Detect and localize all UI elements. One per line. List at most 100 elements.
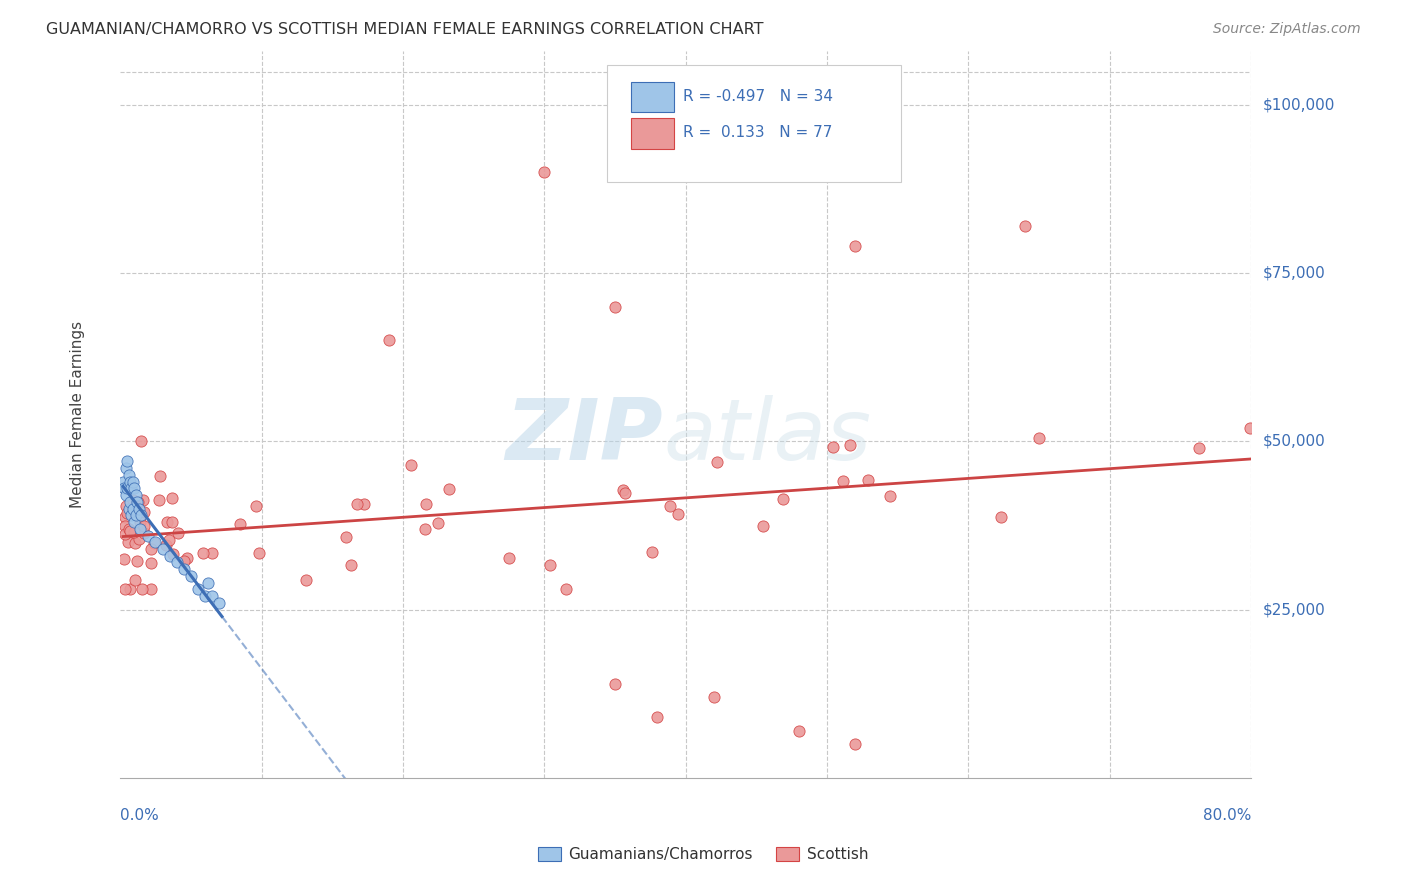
Point: [427, 516, 450, 530]
Point: [115, 506, 138, 520]
Point: [173, 554, 195, 568]
Point: [117, 501, 139, 516]
Text: $50,000: $50,000: [1263, 434, 1324, 449]
Point: [156, 516, 179, 530]
Point: [166, 525, 188, 540]
Point: [143, 536, 166, 550]
Point: [706, 455, 728, 469]
Point: [124, 500, 146, 515]
Point: [378, 333, 401, 347]
Point: [844, 737, 866, 751]
Point: [201, 545, 224, 559]
Point: [990, 510, 1012, 524]
Point: [148, 493, 170, 508]
Text: Source: ZipAtlas.com: Source: ZipAtlas.com: [1213, 22, 1361, 37]
Point: [498, 551, 520, 566]
Point: [666, 507, 689, 521]
Text: 80.0%: 80.0%: [1204, 808, 1251, 823]
Point: [114, 582, 136, 596]
Point: [118, 524, 141, 538]
Point: [160, 491, 183, 505]
Point: [125, 488, 148, 502]
Point: [533, 165, 555, 179]
Point: [118, 522, 141, 536]
Point: [335, 530, 357, 544]
Text: R = -0.497   N = 34: R = -0.497 N = 34: [683, 89, 834, 104]
Point: [118, 495, 141, 509]
Point: [603, 676, 626, 690]
Point: [155, 539, 177, 553]
FancyBboxPatch shape: [631, 119, 675, 149]
Point: [703, 690, 725, 705]
Point: [658, 499, 681, 513]
Point: [159, 549, 181, 563]
Point: [129, 434, 152, 449]
Point: [614, 486, 637, 500]
FancyBboxPatch shape: [631, 82, 675, 112]
Point: [122, 475, 145, 489]
Point: [647, 710, 669, 724]
Point: [115, 454, 138, 468]
Point: [437, 482, 460, 496]
Point: [127, 494, 149, 508]
Point: [125, 554, 148, 568]
Point: [125, 499, 148, 513]
Point: [197, 575, 219, 590]
Point: [114, 527, 136, 541]
Point: [208, 596, 231, 610]
Point: [124, 515, 146, 529]
Point: [148, 469, 170, 483]
Point: [160, 515, 183, 529]
Point: [839, 438, 862, 452]
Point: [128, 501, 150, 516]
Point: [180, 569, 202, 583]
Point: [832, 474, 855, 488]
Point: [353, 497, 375, 511]
Point: [114, 510, 136, 524]
Point: [114, 488, 136, 502]
Point: [879, 489, 901, 503]
Point: [124, 482, 146, 496]
Point: [139, 582, 162, 597]
Point: [295, 573, 318, 587]
Legend: Guamanians/Chamorros, Scottish: Guamanians/Chamorros, Scottish: [531, 841, 875, 868]
Point: [124, 536, 146, 550]
Point: [399, 458, 422, 472]
Point: [194, 589, 217, 603]
Point: [844, 239, 866, 253]
Point: [229, 517, 252, 532]
Point: [129, 515, 152, 529]
Point: [132, 492, 155, 507]
Point: [139, 556, 162, 570]
Point: [1188, 441, 1211, 455]
Point: [176, 551, 198, 566]
Point: [162, 547, 184, 561]
Point: [1014, 219, 1036, 233]
Point: [191, 546, 214, 560]
Point: [125, 508, 148, 523]
Point: [122, 524, 145, 539]
Point: [117, 535, 139, 549]
Point: [138, 528, 160, 542]
Point: [201, 589, 224, 603]
Point: [173, 562, 195, 576]
Point: [122, 501, 145, 516]
Point: [112, 482, 135, 496]
FancyBboxPatch shape: [606, 65, 901, 182]
Point: [245, 499, 267, 513]
Point: [132, 526, 155, 541]
Point: [187, 582, 209, 597]
Point: [118, 582, 141, 597]
Point: [132, 518, 155, 533]
Point: [166, 556, 188, 570]
Point: [124, 573, 146, 587]
Point: [157, 533, 180, 547]
Point: [121, 492, 143, 507]
Point: [129, 522, 152, 536]
Text: $100,000: $100,000: [1263, 97, 1334, 112]
Text: $75,000: $75,000: [1263, 266, 1324, 280]
Text: atlas: atlas: [664, 394, 872, 477]
Point: [787, 723, 810, 738]
Point: [145, 535, 167, 549]
Point: [339, 558, 361, 572]
